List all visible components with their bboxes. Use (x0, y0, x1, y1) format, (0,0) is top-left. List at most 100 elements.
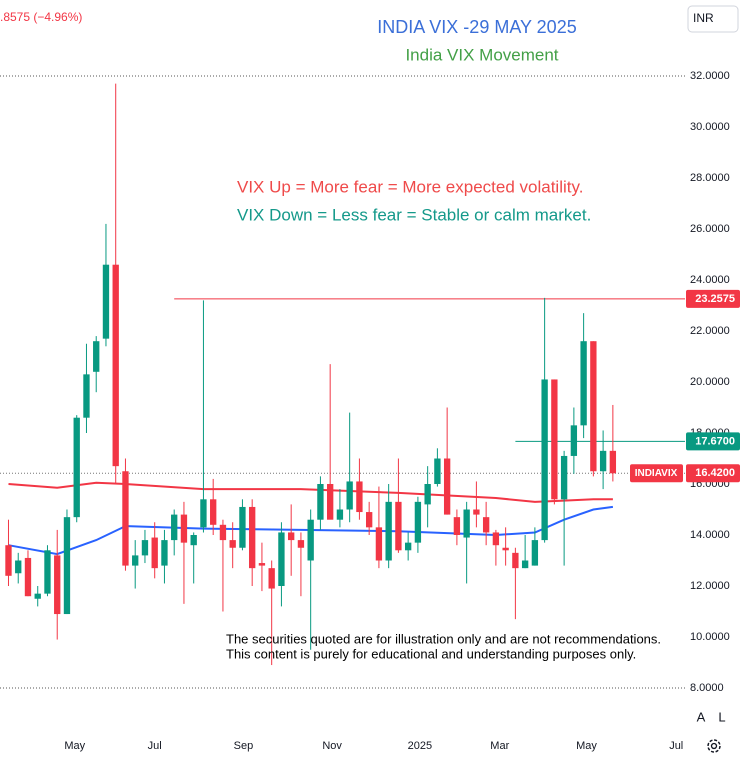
auto-button[interactable]: A (697, 709, 706, 724)
candle-body (531, 540, 539, 566)
candle-body (258, 563, 266, 566)
candle-body (122, 471, 129, 566)
candle-body (512, 552, 519, 569)
candle-body (346, 481, 353, 510)
y-tick-label: 8.0000 (690, 682, 724, 694)
candle-body (132, 555, 139, 566)
candle-body (414, 501, 422, 543)
candle-body (590, 341, 597, 472)
candle-body (307, 519, 314, 561)
y-tick-label: 10.0000 (690, 631, 730, 643)
candle-body (482, 517, 490, 533)
candle-body (443, 458, 451, 515)
candle-body (112, 264, 119, 467)
candle-body (317, 484, 324, 520)
candle-body (24, 557, 32, 597)
candle-body (54, 555, 61, 615)
symbol-label: INDIAVIX (635, 468, 678, 479)
candle-body (278, 532, 285, 586)
candle-body (473, 509, 480, 515)
y-tick-label: 22.0000 (690, 325, 730, 337)
annotation: VIX Up = More fear = More expected volat… (237, 177, 583, 196)
x-tick-label: Nov (322, 740, 342, 752)
annotation: VIX Down = Less fear = Stable or calm ma… (237, 205, 591, 224)
candle-body (34, 593, 41, 599)
currency-box[interactable] (687, 5, 739, 33)
candle-body (521, 560, 529, 569)
candle-body (288, 532, 295, 541)
candle-body (93, 341, 100, 372)
candle-body (570, 425, 578, 456)
settings-icon[interactable] (707, 739, 721, 753)
overlay: .8575 (−4.96%) INDIA VIX -29 MAY 2025 In… (0, 5, 740, 753)
candle-body (200, 499, 207, 528)
candle-body (336, 509, 344, 520)
price-label: 17.6700 (695, 435, 735, 447)
candle-body (599, 450, 607, 472)
candle-body (385, 501, 392, 561)
disclaimer: The securities quoted are for illustrati… (226, 631, 661, 646)
candle-body (327, 484, 334, 520)
candle-body (424, 484, 431, 505)
y-tick-label: 32.0000 (690, 70, 730, 82)
candle-body (551, 379, 558, 500)
candle-body (73, 417, 80, 518)
x-tick-label: Mar (490, 740, 509, 752)
candle-body (502, 547, 509, 551)
x-tick-label: Sep (234, 740, 254, 752)
candle-body (580, 341, 587, 426)
price-label-box (686, 289, 740, 308)
candle-body (356, 481, 363, 513)
candle-body (190, 535, 197, 546)
candle-body (249, 506, 256, 569)
candle-body (210, 499, 217, 525)
candle-body (151, 537, 158, 569)
price-label-box (686, 432, 740, 451)
candle-body (5, 545, 12, 576)
candle-body (141, 540, 149, 556)
x-tick-label: 2025 (408, 740, 432, 752)
y-tick-label: 28.0000 (690, 172, 730, 184)
plot-area (0, 75, 685, 689)
price-label-box (686, 464, 740, 483)
candle-body (609, 450, 617, 474)
log-button[interactable]: L (718, 709, 725, 724)
y-tick-label: 30.0000 (690, 121, 730, 133)
candle-body (171, 514, 178, 541)
disclaimer: This content is purely for educational a… (226, 646, 636, 661)
moving-average (8, 481, 613, 503)
header-change: .8575 (−4.96%) (0, 10, 82, 24)
candle-body (395, 501, 402, 551)
candle-body (541, 379, 548, 541)
chart-subtitle: India VIX Movement (405, 45, 558, 64)
price-label: 16.4200 (695, 467, 735, 479)
candle-body (229, 540, 236, 548)
x-tick-label: Jul (148, 740, 162, 752)
y-tick-label: 20.0000 (690, 376, 730, 388)
y-tick-label: 24.0000 (690, 274, 730, 286)
candle-body (492, 532, 500, 546)
candle-body (404, 542, 412, 551)
auto-button-bg[interactable] (692, 708, 710, 728)
candle-body (102, 264, 110, 339)
candle-body (453, 517, 461, 535)
candle-body (239, 506, 246, 548)
candle-body (44, 550, 51, 594)
candle-body (161, 540, 168, 566)
candle-body (297, 540, 305, 548)
candle-body (180, 514, 188, 543)
candle-body (375, 527, 383, 561)
candle-body (268, 568, 275, 589)
y-tick-label: 26.0000 (690, 223, 730, 235)
candle-body (15, 560, 22, 574)
symbol-label-box (630, 464, 683, 483)
candle-body (434, 458, 441, 484)
candle-body (365, 512, 373, 528)
currency[interactable]: INR (693, 11, 714, 25)
candle-body (560, 455, 568, 500)
x-tick-label: May (64, 740, 85, 752)
y-tick-label: 12.0000 (690, 580, 730, 592)
price-label: 23.2575 (695, 293, 735, 305)
chart-title: INDIA VIX -29 MAY 2025 (377, 17, 576, 37)
